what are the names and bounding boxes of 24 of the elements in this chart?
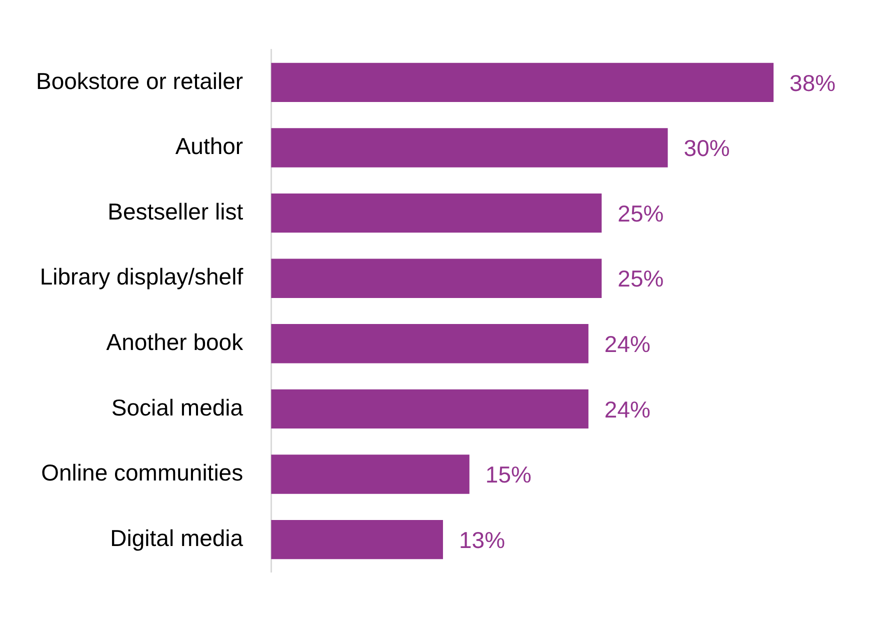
bar <box>271 193 602 233</box>
y-tick-label: Library display/shelf <box>40 264 244 290</box>
data-label: 30% <box>684 135 730 162</box>
data-label: 24% <box>604 330 650 357</box>
y-tick-label: Author <box>175 133 244 160</box>
bar <box>271 389 588 429</box>
data-label: 24% <box>604 396 650 422</box>
y-tick-label: Bestseller list <box>108 198 244 224</box>
bar <box>271 520 443 560</box>
data-label: 38% <box>790 70 836 96</box>
data-label: 13% <box>458 526 506 553</box>
data-label: 25% <box>618 266 664 292</box>
y-tick-label: Online communities <box>41 460 244 486</box>
y-tick-label: Another book <box>106 328 244 355</box>
bar <box>271 128 668 168</box>
bar <box>271 62 774 102</box>
data-label: 15% <box>485 462 532 488</box>
y-tick-label: Social media <box>111 394 244 420</box>
y-tick-label: Digital media <box>110 524 244 551</box>
y-tick-label: Bookstore or retailer <box>36 68 244 94</box>
bar <box>271 258 602 298</box>
bar <box>271 454 470 494</box>
data-label: 25% <box>618 200 664 226</box>
bar <box>271 324 588 364</box>
